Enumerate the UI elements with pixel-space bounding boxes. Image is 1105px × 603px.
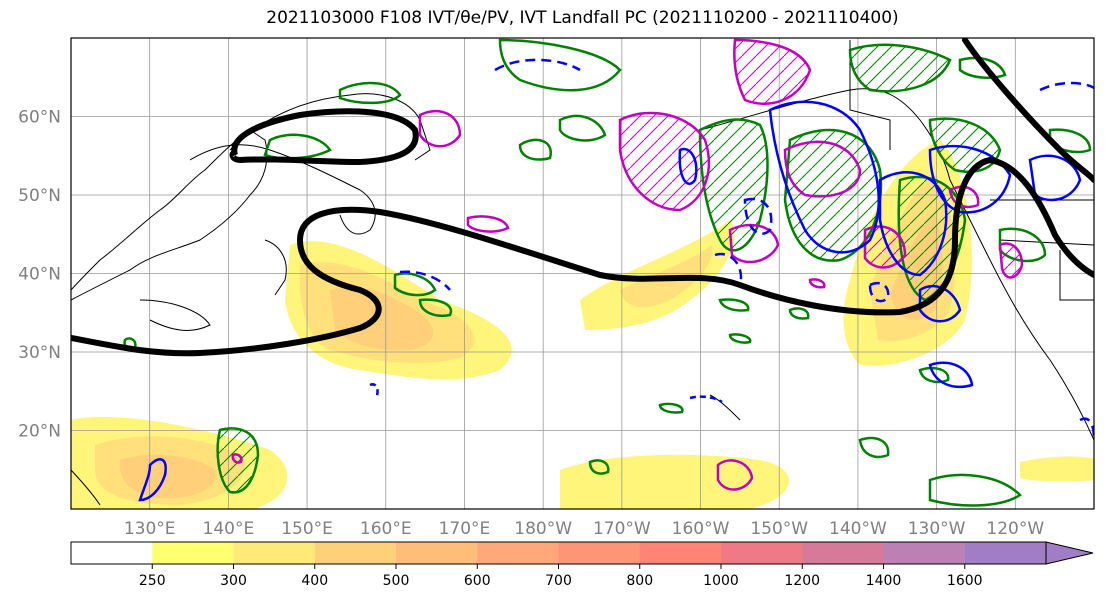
colorbar-tick-label: 1600 bbox=[947, 573, 983, 589]
colorbar-tick-label: 400 bbox=[301, 573, 328, 589]
colorbar-segment bbox=[721, 542, 803, 564]
pv-contours bbox=[231, 38, 1024, 491]
lat-label: 60°N bbox=[18, 108, 61, 128]
jet-axis-contour bbox=[71, 38, 1094, 357]
colorbar-tick-label: 500 bbox=[383, 573, 410, 589]
lon-label: 150°W bbox=[750, 519, 808, 539]
colorbar-tick-label: 1400 bbox=[866, 573, 902, 589]
lon-label: 170°E bbox=[439, 519, 491, 539]
colorbar-tick-label: 250 bbox=[139, 573, 166, 589]
colorbar-segment bbox=[883, 542, 966, 564]
lat-label: 40°N bbox=[18, 265, 61, 285]
colorbar-tick-label: 1200 bbox=[784, 573, 820, 589]
lon-label: 130°W bbox=[908, 519, 966, 539]
lon-label: 170°W bbox=[593, 519, 651, 539]
colorbar-segment bbox=[314, 542, 397, 564]
lon-label: 160°W bbox=[672, 519, 730, 539]
lat-label: 50°N bbox=[18, 186, 61, 206]
colorbar-segment bbox=[639, 542, 722, 564]
colorbar-segment bbox=[558, 542, 641, 564]
lon-label: 130°E bbox=[124, 519, 176, 539]
colorbar-segment bbox=[71, 542, 153, 564]
latitude-labels: 60°N 50°N 40°N 30°N 20°N bbox=[18, 108, 61, 442]
colorbar-tick-label: 700 bbox=[545, 573, 572, 589]
lon-label: 140°W bbox=[829, 519, 887, 539]
lon-label: 120°W bbox=[986, 519, 1044, 539]
colorbar-segment bbox=[477, 542, 559, 564]
colorbar-tick-label: 600 bbox=[464, 573, 491, 589]
colorbar-segment bbox=[152, 542, 234, 564]
colorbar: 250 300 400 500 600 700 800 1000 1200 1400 1600 bbox=[70, 541, 1094, 589]
lon-label: 140°E bbox=[203, 519, 255, 539]
colorbar-segment bbox=[964, 542, 1047, 564]
colorbar-segment bbox=[802, 542, 884, 564]
lon-label: 160°E bbox=[360, 519, 412, 539]
lon-label: 150°E bbox=[281, 519, 333, 539]
lat-label: 30°N bbox=[18, 343, 61, 363]
figure-title: 2021103000 F108 IVT/θe/PV, IVT Landfall … bbox=[266, 8, 899, 28]
colorbar-tick-label: 1000 bbox=[703, 573, 739, 589]
colorbar-segment bbox=[396, 542, 478, 564]
map-frame bbox=[70, 37, 1095, 510]
colorbar-tick-label: 300 bbox=[220, 573, 247, 589]
lat-label: 20°N bbox=[18, 422, 61, 442]
colorbar-extend-arrow bbox=[1045, 541, 1094, 565]
lon-label: 180°W bbox=[514, 519, 572, 539]
colorbar-segment bbox=[233, 542, 316, 564]
blue-contours bbox=[138, 58, 1094, 502]
map-plot-area bbox=[71, 38, 1094, 509]
colorbar-tick-label: 800 bbox=[626, 573, 653, 589]
longitude-labels: 130°E 140°E 150°E 160°E 170°E 180°W 170°W 160°W… bbox=[124, 519, 1045, 539]
